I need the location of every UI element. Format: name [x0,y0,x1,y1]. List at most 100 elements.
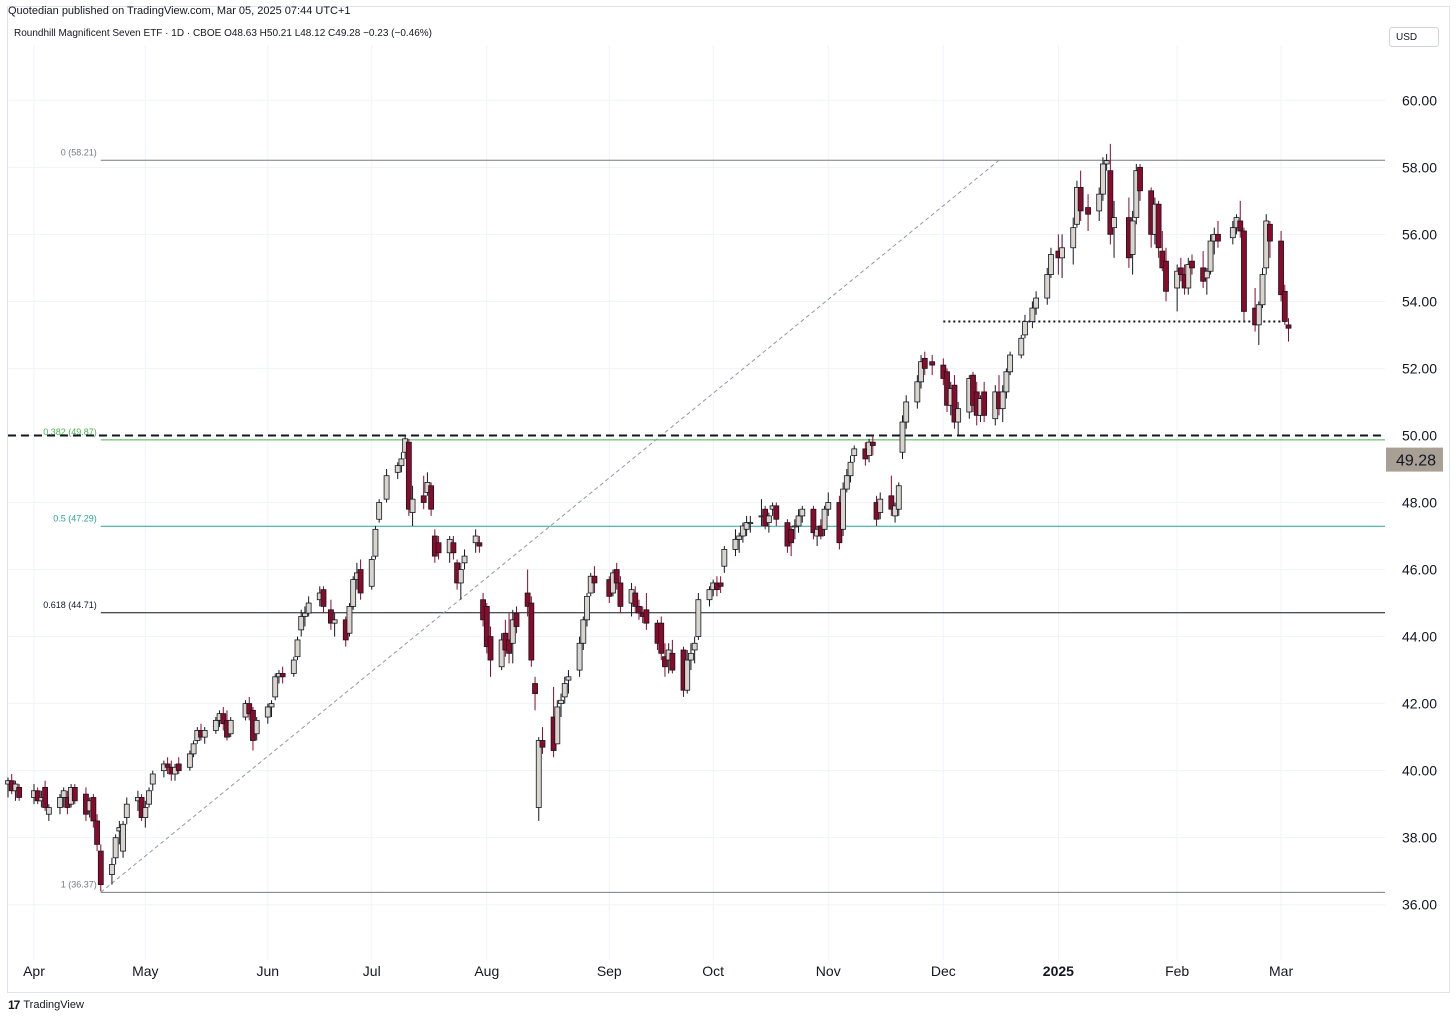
candle-body [1100,163,1106,195]
candle-body [331,619,338,624]
last-price-tag [1386,447,1443,472]
x-tick-label: Feb [1165,963,1189,979]
candle-body [1207,240,1214,272]
candle-body [305,602,312,614]
candle-body [428,485,435,510]
candle-body [302,612,308,617]
candle-body [457,569,464,584]
candle-body [368,559,375,587]
candle-body [112,837,119,859]
candle-body [1155,203,1162,249]
candle-body [929,361,936,366]
candle-body [970,374,976,406]
candle-body [1241,230,1247,312]
candle-body [1281,290,1288,322]
candle-body [1070,227,1077,249]
candle-body [409,498,416,513]
candle-body [350,579,357,607]
candle-body [60,790,67,798]
candle-body [695,599,702,637]
candle-body [513,612,520,627]
candle-body [1255,304,1262,326]
candle-body [483,606,490,648]
candle-body [372,528,379,557]
candle-body [799,508,806,517]
candle-body [1133,170,1140,218]
candle-body [825,502,832,510]
candle-body [739,525,746,537]
candle-body [817,525,824,537]
candle-body [509,619,516,644]
candle-body [669,652,676,671]
candle-body [788,528,795,544]
candle-body [866,441,872,456]
candle-body [847,461,854,477]
candle-body [253,719,260,735]
candle-body [186,753,193,768]
candle-body [921,357,928,369]
y-tick-label: 38.00 [1402,830,1437,846]
candle-body [498,639,505,668]
candle-body [34,790,41,802]
candle-body [120,823,126,852]
x-tick-label: Oct [702,963,724,979]
candle-body [888,495,895,510]
candle-body [691,642,698,651]
candle-body [346,606,353,634]
candle-body [999,391,1006,410]
candle-body [706,589,713,601]
candle-body [123,803,130,818]
candle-body [1215,233,1221,242]
candle-body [892,505,898,517]
candle-body [532,683,538,694]
candle-body [903,401,910,423]
candle-body [1003,371,1010,393]
candle-body [1103,160,1110,165]
candle-body [1111,217,1117,229]
candle-body [90,797,97,822]
candle-body [142,807,149,818]
candle-body [1259,274,1266,306]
brand-name: TradingView [23,999,84,1011]
candle-body [955,408,962,423]
candle-body [461,555,468,564]
candle-body [1059,247,1065,259]
candle-body [264,706,271,718]
candle-body [1033,297,1040,309]
candle-body [1267,223,1273,242]
candle-body [1096,193,1103,212]
candle-body [561,683,568,698]
candle-body [1077,187,1084,212]
candle-body [765,515,772,524]
candle-body [1018,337,1025,356]
candle-body [487,636,494,661]
candle-body [732,538,739,550]
candle-body [212,719,219,731]
candle-body [1159,250,1166,269]
y-tick-label: 44.00 [1402,629,1437,645]
candle-body [227,719,234,735]
tradingview-logo-icon: 17 [8,998,20,1012]
candle-body [688,652,694,661]
candle-body [175,763,182,772]
candle-body [743,522,750,530]
candle-body [268,703,275,708]
currency-button[interactable]: USD [1389,27,1439,47]
candle-body [1048,254,1054,275]
candle-body [272,676,279,698]
candle-body [376,502,383,520]
candle-body [981,391,988,416]
candle-body [584,595,590,621]
candle-body [524,592,531,607]
candle-body [1263,220,1270,269]
y-tick-label: 52.00 [1402,360,1437,376]
y-tick-label: 40.00 [1402,763,1437,779]
y-tick-label: 60.00 [1402,92,1437,108]
candle-body [528,602,535,661]
candle-body [810,508,817,534]
x-tick-label: Mar [1269,963,1293,979]
candle-body [279,673,286,678]
candle-body [535,740,542,808]
candle-body [918,361,924,383]
